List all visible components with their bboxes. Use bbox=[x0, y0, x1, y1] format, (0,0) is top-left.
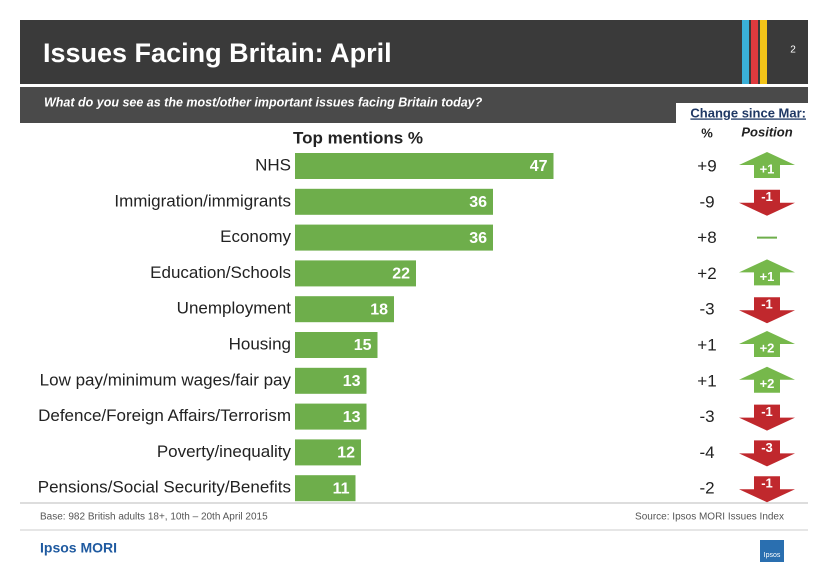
heading-bg bbox=[676, 103, 808, 123]
up-arrow bbox=[739, 366, 795, 393]
bar bbox=[295, 188, 493, 215]
stripe bbox=[760, 20, 767, 84]
category-label: Poverty/inequality bbox=[157, 442, 292, 461]
category-label: Immigration/immigrants bbox=[114, 191, 291, 210]
base-note: Base: 982 British adults 18+, 10th – 20t… bbox=[40, 512, 268, 523]
source-note: Source: Ipsos MORI Issues Index bbox=[635, 512, 784, 523]
position-change: -1 bbox=[761, 404, 773, 419]
value-label: 47 bbox=[530, 158, 548, 175]
category-label: Housing bbox=[229, 334, 291, 353]
position-change: +2 bbox=[760, 340, 775, 355]
value-label: 15 bbox=[354, 337, 372, 354]
down-arrow bbox=[739, 440, 795, 467]
position-column: Position bbox=[741, 124, 792, 139]
bar bbox=[295, 260, 416, 287]
category-label: Education/Schools bbox=[150, 263, 291, 282]
value-label: 18 bbox=[370, 301, 388, 318]
change-value: -3 bbox=[699, 300, 714, 319]
value-label: 13 bbox=[343, 409, 361, 426]
change-value: -9 bbox=[699, 192, 714, 211]
slide-title: Issues Facing Britain: April bbox=[43, 38, 392, 68]
value-label: 11 bbox=[333, 480, 350, 497]
header-bar bbox=[20, 20, 808, 84]
change-value: +1 bbox=[697, 335, 716, 354]
down-arrow bbox=[739, 404, 795, 431]
down-arrow bbox=[739, 297, 795, 324]
brand: Ipsos MORI bbox=[40, 540, 117, 556]
stripe bbox=[751, 20, 758, 84]
change-column: % bbox=[701, 125, 713, 140]
value-label: 22 bbox=[392, 266, 410, 283]
value-label: 13 bbox=[343, 373, 361, 390]
chart-title: Top mentions % bbox=[293, 128, 423, 147]
bar bbox=[295, 296, 394, 323]
position-change: +1 bbox=[760, 161, 775, 176]
position-change: +2 bbox=[760, 376, 775, 391]
bar bbox=[295, 475, 356, 502]
category-label: Low pay/minimum wages/fair pay bbox=[40, 370, 292, 389]
bar bbox=[295, 153, 554, 179]
change-value: +1 bbox=[697, 371, 716, 390]
question: What do you see as the most/other import… bbox=[44, 95, 483, 109]
category-label: Pensions/Social Security/Benefits bbox=[38, 478, 291, 497]
up-arrow bbox=[739, 331, 795, 357]
bar bbox=[295, 224, 493, 251]
position-change: -3 bbox=[761, 440, 773, 455]
bar bbox=[295, 403, 367, 430]
change-value: +2 bbox=[697, 264, 716, 283]
bar bbox=[295, 332, 378, 358]
change-value: +9 bbox=[697, 156, 716, 175]
down-arrow bbox=[739, 476, 795, 503]
change-value: -2 bbox=[699, 479, 714, 498]
down-arrow bbox=[739, 189, 795, 216]
change-value: +8 bbox=[697, 228, 716, 247]
category-label: Economy bbox=[220, 227, 291, 246]
change-value: -3 bbox=[699, 407, 714, 426]
change-value: -4 bbox=[699, 443, 714, 462]
logo: Ipsos bbox=[764, 552, 781, 559]
position-change: -1 bbox=[761, 476, 773, 491]
value-label: 36 bbox=[469, 230, 487, 247]
value-label: 36 bbox=[469, 194, 487, 211]
position-change: +1 bbox=[760, 269, 775, 284]
value-label: 12 bbox=[337, 445, 355, 462]
position-change: -1 bbox=[761, 297, 773, 312]
change-heading: Change since Mar: bbox=[690, 105, 806, 120]
category-label: Unemployment bbox=[177, 299, 292, 318]
category-label: Defence/Foreign Affairs/Terrorism bbox=[38, 406, 291, 425]
bar bbox=[295, 367, 367, 394]
stripe bbox=[742, 20, 749, 84]
logo-box bbox=[760, 540, 784, 562]
up-arrow bbox=[739, 259, 795, 286]
page-number: 2 bbox=[790, 45, 796, 56]
up-arrow bbox=[739, 152, 795, 178]
category-label: NHS bbox=[255, 155, 291, 174]
position-change: -1 bbox=[761, 189, 773, 204]
bar bbox=[295, 439, 361, 466]
